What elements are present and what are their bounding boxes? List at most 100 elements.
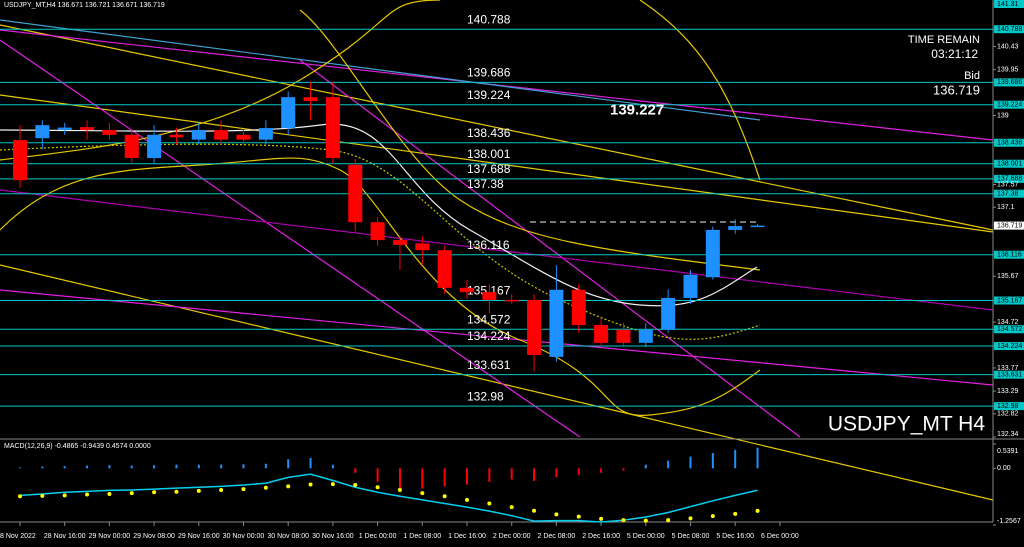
level-label: 138.001 — [467, 147, 511, 161]
y-tick-label: 134.572 — [997, 326, 1022, 333]
y-tick-label: 137.1 — [997, 204, 1015, 211]
level-label: 139.686 — [467, 66, 511, 80]
candle-body — [437, 250, 452, 288]
signal-dot — [263, 485, 268, 490]
level-label: 132.98 — [467, 389, 504, 403]
y-tick-label: 139 — [997, 112, 1009, 119]
level-label: 140.788 — [467, 12, 511, 26]
x-tick-label: 28 Nov 16:00 — [44, 533, 86, 540]
x-tick-label: 30 Nov 00:00 — [223, 533, 265, 540]
y-tick-highlight — [994, 325, 1024, 334]
level-label: 138.436 — [467, 126, 511, 140]
x-tick-label: 1 Dec 08:00 — [403, 533, 441, 540]
signal-dot — [107, 492, 112, 497]
x-tick-label: 29 Nov 08:00 — [133, 533, 175, 540]
level-label: 134.572 — [467, 312, 511, 326]
candle-body — [147, 134, 162, 158]
y-tick-label: 141.31 — [997, 1, 1019, 8]
histogram-bar — [376, 468, 379, 482]
candle-body — [80, 127, 95, 130]
candle-body — [102, 129, 117, 135]
x-tick-label: 29 Nov 00:00 — [89, 533, 131, 540]
y-tick-label: 135.167 — [997, 297, 1022, 304]
y-tick-highlight — [994, 342, 1024, 351]
y-tick-label: 137.57 — [997, 181, 1019, 188]
candle-body — [661, 297, 676, 330]
candle-body — [57, 127, 72, 130]
histogram-bar — [153, 465, 156, 469]
signal-dot — [599, 516, 604, 521]
y-tick-highlight — [994, 78, 1024, 87]
signal-dot — [643, 518, 648, 523]
signal-dot — [241, 487, 246, 492]
y-tick-highlight — [994, 370, 1024, 379]
histogram-bar — [667, 460, 670, 469]
candle-body — [705, 229, 720, 278]
signal-dot — [710, 514, 715, 519]
signal-dot — [487, 501, 492, 506]
time-remain-label: TIME REMAIN — [908, 34, 980, 46]
histogram-bar — [711, 452, 714, 469]
time-remain: 03:21:12 — [931, 47, 978, 61]
x-tick-label: 5 Dec 00:00 — [627, 533, 665, 540]
signal-dot — [286, 484, 291, 489]
candle-body — [281, 97, 296, 129]
signal-dot — [576, 514, 581, 519]
y-tick-label: 135.67 — [997, 273, 1019, 280]
y-tick-label: 132.98 — [997, 403, 1019, 410]
signal-dot — [152, 490, 157, 495]
histogram-bar — [41, 466, 44, 469]
candle-body — [258, 128, 273, 140]
y-tick-label: 137.38 — [997, 191, 1019, 198]
candle-body — [392, 240, 407, 245]
histogram-bar — [734, 449, 737, 469]
signal-dot — [18, 494, 22, 499]
trend-line — [0, 24, 994, 231]
candle-body — [325, 97, 340, 158]
histogram-bar — [287, 459, 290, 469]
histogram-bar — [689, 456, 692, 469]
y-tick-label: 140.43 — [997, 43, 1019, 50]
candle-body — [35, 125, 50, 139]
x-tick-label: 1 Dec 16:00 — [448, 533, 486, 540]
signal-dot — [330, 482, 335, 487]
level-label: 133.631 — [467, 358, 511, 372]
signal-dot — [174, 489, 179, 494]
candle-body — [683, 274, 698, 298]
candle-body — [527, 299, 542, 355]
y-tick-label: 138.436 — [997, 140, 1022, 147]
signal-dot — [621, 518, 626, 523]
candle-body — [236, 134, 251, 140]
y-tick-label: 134.224 — [997, 343, 1022, 350]
candle-body — [571, 289, 586, 326]
candle-body — [124, 134, 139, 158]
histogram-bar — [309, 457, 312, 469]
y-tick-label: 137.688 — [997, 176, 1022, 183]
candle-body — [191, 129, 206, 140]
signal-dot — [375, 485, 380, 490]
bid: 136.719 — [933, 82, 980, 97]
trend-line — [0, 39, 581, 438]
candle-body — [728, 226, 743, 230]
x-tick-label: 5 Dec 16:00 — [716, 533, 754, 540]
signal-dot — [397, 487, 402, 492]
bid-label: Bid — [964, 70, 980, 82]
histogram-bar — [622, 468, 625, 471]
x-tick-label: 29 Nov 16:00 — [178, 533, 220, 540]
signal-dot — [733, 511, 738, 516]
trend-line — [0, 289, 994, 386]
signal-dot — [308, 482, 313, 487]
signal-dot — [129, 491, 134, 496]
candle-body — [303, 97, 318, 102]
x-tick-label: 30 Nov 08:00 — [267, 533, 309, 540]
x-tick-label: 6 Dec 00:00 — [761, 533, 799, 540]
signal-dot — [219, 487, 224, 492]
y-tick-label: 139.224 — [997, 102, 1022, 109]
band-line — [299, 9, 761, 271]
signal-dot — [554, 512, 559, 517]
signal-dot — [62, 493, 67, 498]
signal-dot — [196, 488, 201, 493]
bid-axis-label: 136.719 — [997, 222, 1022, 229]
y-tick-label: 136.116 — [997, 252, 1022, 259]
bid-box — [994, 221, 1024, 230]
